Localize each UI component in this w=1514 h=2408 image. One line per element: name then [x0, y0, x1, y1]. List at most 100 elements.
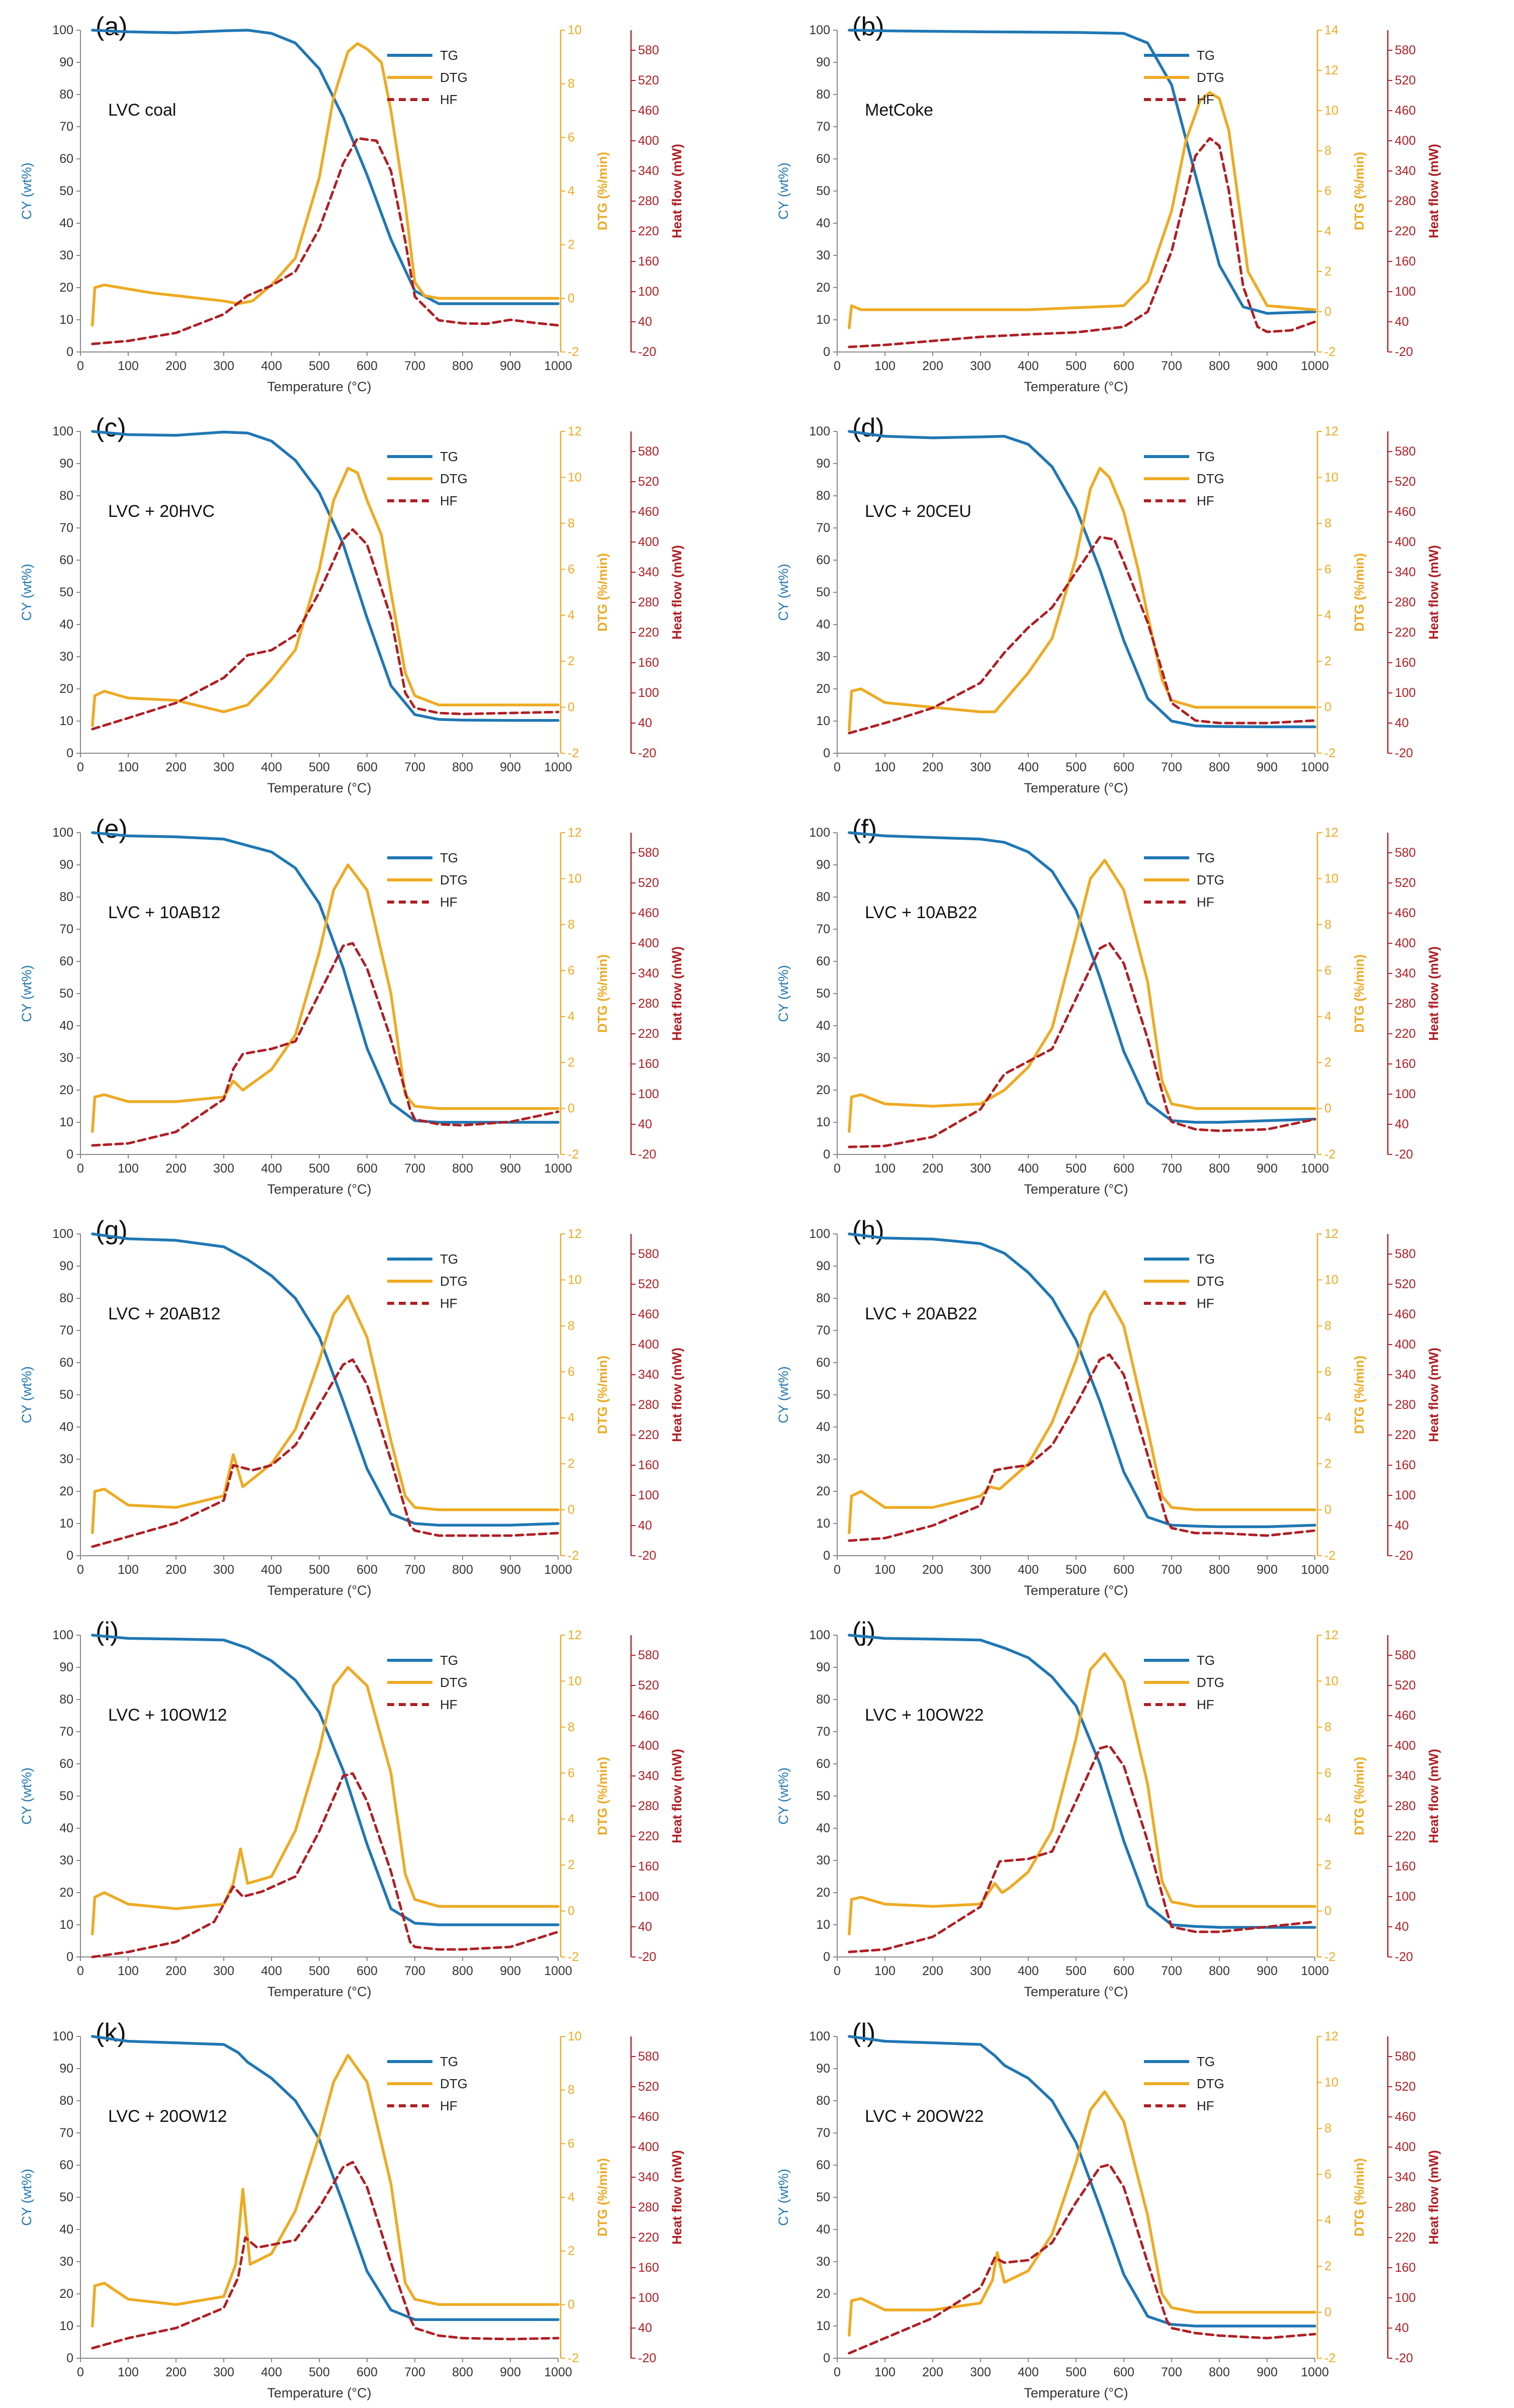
sample-label: LVC + 20AB22	[865, 1304, 977, 1323]
sample-label: LVC + 20OW12	[108, 2107, 227, 2126]
hf-tick-label: -20	[1395, 1549, 1413, 1563]
x-tick-label: 700	[1161, 1162, 1182, 1176]
panel-f-svg: 0 100 200 300 400 500 600 700 800 900 100001020304…	[776, 815, 1441, 1197]
series-hf-line	[848, 536, 1316, 735]
panel-label: (a)	[96, 12, 128, 41]
cy-tick-label: 10	[816, 2319, 830, 2333]
hf-tick-label: 460	[638, 505, 659, 519]
cy-tick-label: 90	[59, 55, 73, 69]
dtg-tick-label: 6	[568, 130, 575, 144]
dtg-tick-label: 4	[1324, 1010, 1331, 1024]
cy-tick-label: 80	[59, 890, 73, 904]
x-tick-label: 400	[261, 2365, 282, 2379]
hf-tick-label: 520	[638, 2080, 659, 2094]
series-tg-line	[91, 430, 560, 722]
cy-tick-label: 0	[66, 1147, 73, 1162]
x-tick-label: 800	[1209, 2365, 1230, 2379]
hf-tick-label: 580	[638, 1247, 659, 1261]
x-tick-label: 1000	[544, 1964, 572, 1978]
panel-label: (e)	[96, 815, 128, 844]
hf-tick-label: 100	[638, 285, 659, 299]
cy-tick-label: 100	[52, 23, 73, 37]
hf-tick-label: 40	[1395, 1920, 1409, 1934]
x-tick-label: 200	[165, 359, 187, 373]
y-axis-hf-title: Heat flow (mW)	[669, 946, 684, 1041]
cy-tick-label: 80	[816, 1692, 830, 1707]
hf-tick-label: 460	[1395, 505, 1416, 519]
hf-tick-label: 100	[1395, 285, 1416, 299]
cy-tick-label: 50	[59, 1789, 73, 1803]
x-tick-label: 600	[357, 359, 378, 373]
cy-tick-label: 90	[816, 2062, 830, 2076]
x-tick-label: 200	[922, 1964, 943, 1978]
cy-tick-label: 40	[816, 1019, 830, 1033]
cy-tick-label: 60	[816, 1757, 830, 1771]
x-axis-title: Temperature (°C)	[1024, 1984, 1128, 1999]
cy-tick-label: 70	[59, 521, 73, 535]
hf-tick-label: 460	[1395, 1307, 1416, 1321]
hf-tick-label: 340	[638, 565, 659, 579]
y-axis-dtg-title: DTG (%/min)	[595, 553, 610, 632]
dtg-tick-label: 8	[568, 918, 575, 932]
cy-tick-label: 20	[816, 1886, 830, 1900]
cy-tick-label: 50	[59, 1388, 73, 1402]
cy-tick-label: 40	[59, 2222, 73, 2237]
y-axis-dtg-title: DTG (%/min)	[1352, 1757, 1367, 1835]
hf-tick-label: 220	[1395, 224, 1416, 238]
hf-tick-label: 520	[1395, 1678, 1416, 1692]
cy-tick-label: 100	[52, 826, 73, 840]
hf-tick-label: 280	[1395, 1799, 1416, 1813]
cy-tick-label: 40	[816, 1821, 830, 1835]
dtg-tick-label: -2	[568, 1950, 579, 1964]
y-axis-hf-title: Heat flow (mW)	[1426, 946, 1441, 1041]
x-tick-label: 900	[500, 359, 521, 373]
y-axis-dtg-title: DTG (%/min)	[1352, 553, 1367, 632]
sample-label: LVC + 20OW22	[865, 2107, 984, 2126]
y-axis-hf-title: Heat flow (mW)	[669, 1348, 684, 1442]
cy-tick-label: 30	[59, 1051, 73, 1065]
hf-tick-label: 520	[1395, 475, 1416, 489]
series-tg-line	[848, 831, 1316, 1124]
cy-tick-label: 20	[59, 281, 73, 295]
dtg-tick-label: 10	[568, 1674, 582, 1688]
x-tick-label: 400	[1018, 1964, 1039, 1978]
dtg-tick-label: 10	[1324, 104, 1339, 118]
x-tick-label: 400	[261, 359, 282, 373]
cy-tick-label: 10	[816, 1115, 830, 1129]
x-axis-title: Temperature (°C)	[267, 2385, 371, 2400]
dtg-tick-label: 6	[568, 562, 575, 576]
hf-tick-label: 340	[1395, 565, 1416, 579]
x-tick-label: 500	[309, 1563, 330, 1577]
cy-tick-label: 60	[59, 553, 73, 567]
legend-dtg-label: DTG	[1197, 1274, 1224, 1289]
legend-hf-label: HF	[440, 92, 458, 107]
cy-tick-label: 70	[816, 2126, 830, 2140]
panel-e: 0 100 200 300 400 500 600 700 800 900 1000 0 10 20 30 4…	[0, 802, 754, 1202]
cy-tick-label: 80	[816, 489, 830, 503]
dtg-tick-label: 0	[1324, 2305, 1331, 2320]
dtg-tick-label: -2	[568, 746, 579, 760]
x-tick-label: 400	[261, 1964, 282, 1978]
dtg-tick-label: 4	[568, 608, 575, 622]
x-tick-label: 1000	[1301, 2365, 1329, 2379]
x-tick-label: 300	[970, 1162, 991, 1176]
cy-tick-label: 100	[52, 1628, 73, 1642]
cy-tick-label: 60	[59, 1757, 73, 1771]
x-tick-label: 1000	[544, 2365, 572, 2379]
x-tick-label: 100	[118, 1162, 139, 1176]
x-tick-label: 200	[165, 760, 187, 774]
series-hf-line	[91, 942, 560, 1147]
x-tick-label: 400	[261, 1563, 282, 1577]
x-tick-label: 200	[165, 2365, 187, 2379]
hf-tick-label: 160	[638, 656, 659, 670]
legend-tg-label: TG	[440, 48, 458, 63]
x-tick-label: 200	[922, 760, 943, 774]
x-tick-label: 100	[874, 359, 896, 373]
panel-label: (c)	[96, 413, 126, 442]
panel-label: (k)	[96, 2018, 126, 2047]
cy-tick-label: 50	[816, 585, 830, 599]
legend-dtg-label: DTG	[1197, 2076, 1224, 2091]
cy-tick-label: 80	[816, 1291, 830, 1305]
series-dtg-line	[848, 1652, 1316, 1936]
